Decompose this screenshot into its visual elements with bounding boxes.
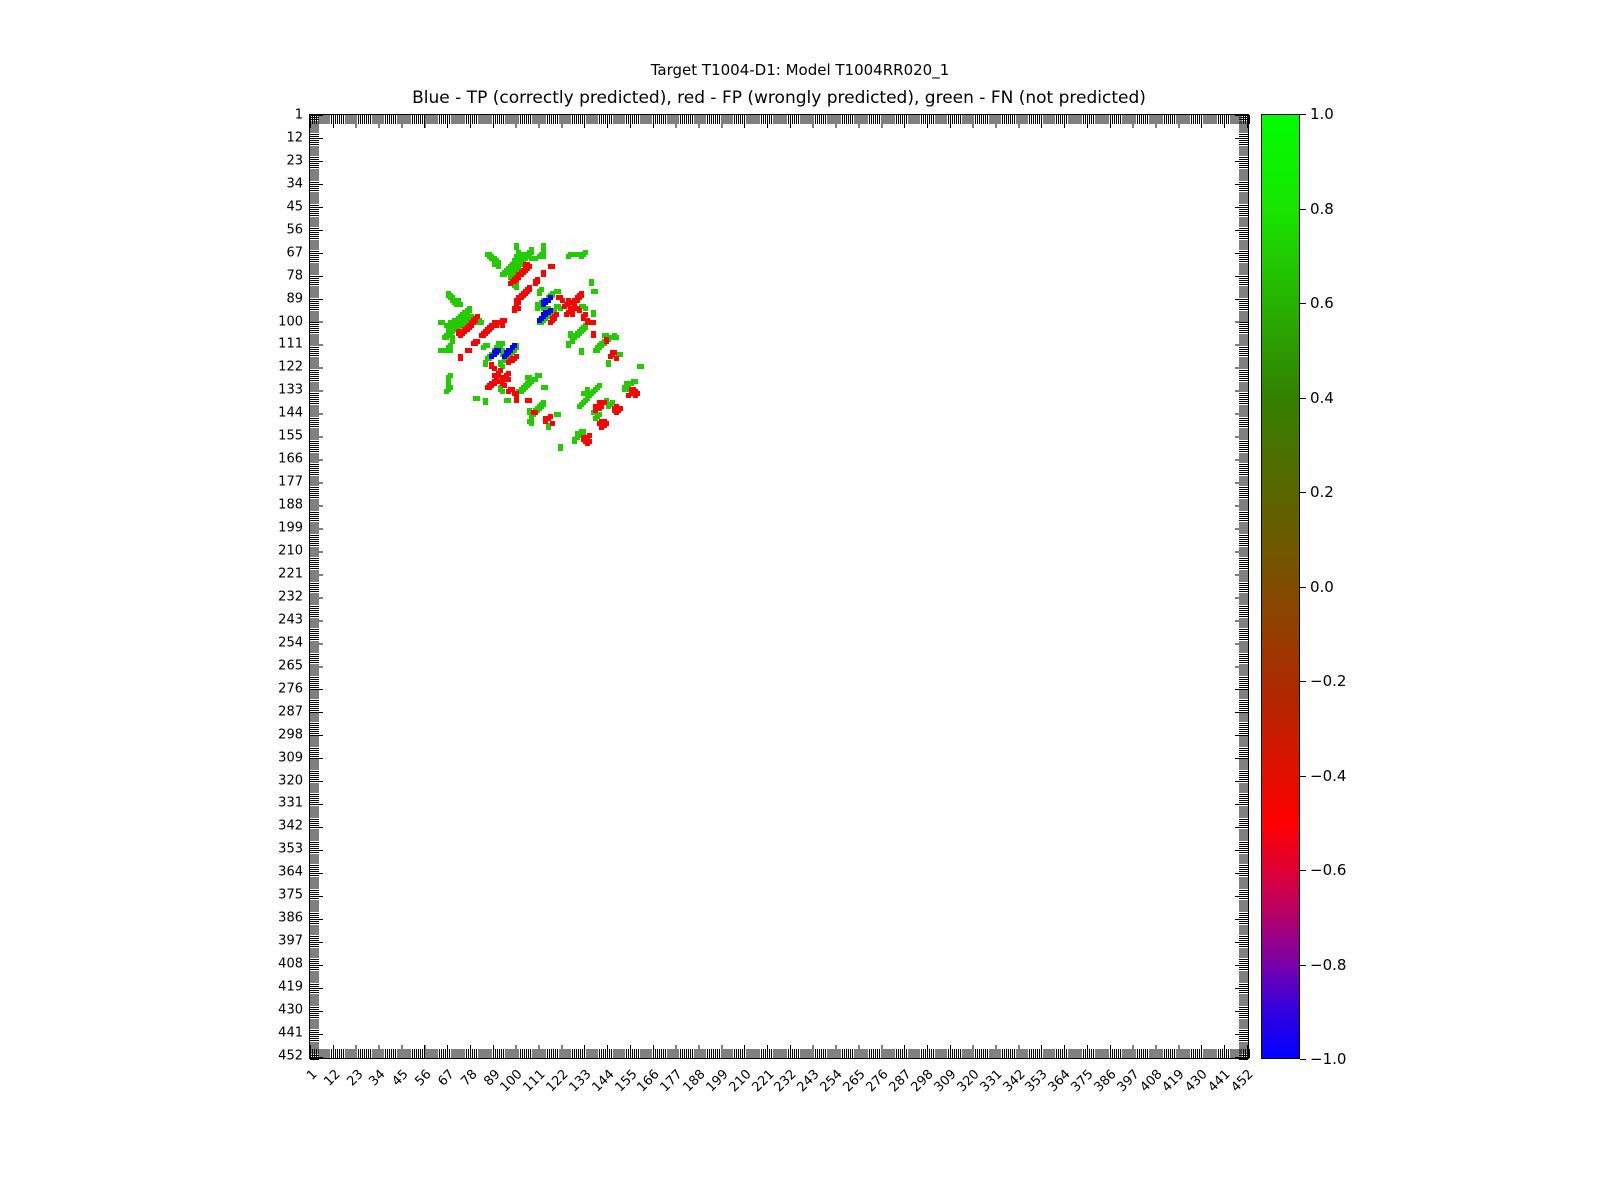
colorbar-tick-mark [1300, 586, 1306, 588]
y-tick-label: 78 [286, 268, 303, 284]
colorbar-tick-label: 0.6 [1310, 294, 1334, 312]
y-tick-label: 144 [278, 405, 303, 421]
y-tick-label: 243 [278, 612, 303, 628]
y-tick-label: 23 [286, 153, 303, 169]
y-tick-label: 386 [278, 910, 303, 926]
colorbar-tick-mark [1300, 303, 1306, 304]
colorbar-tick-label: 0.8 [1310, 199, 1334, 218]
y-tick-label: 122 [278, 359, 303, 375]
y-tick-label: 34 [286, 176, 303, 192]
y-tick-label: 419 [278, 979, 303, 995]
colorbar-tick-label: −0.2 [1310, 672, 1347, 690]
y-tick-label: 342 [278, 818, 303, 834]
colorbar-tick-mark [1300, 775, 1306, 777]
y-tick-label: 320 [278, 773, 303, 789]
y-tick-label: 441 [278, 1025, 303, 1041]
colorbar-tick-mark [1300, 1059, 1306, 1060]
y-tick-label: 67 [286, 245, 303, 261]
colorbar-tick-labels: 1.0 0.8 0.6 0.4 0.2 0.0 −0.2 −0.4 −0.6 −0.8 −1.0 [1300, 105, 1370, 1068]
contact-map-canvas [311, 116, 1249, 1059]
y-tick-label: 397 [278, 933, 303, 949]
y-tick-label: 155 [278, 428, 303, 444]
y-tick-label: 364 [278, 864, 303, 880]
y-tick-label: 45 [286, 199, 303, 215]
y-tick-label: 1 [294, 107, 303, 123]
legend-description: Blue - TP (correctly predicted), red - F… [412, 88, 1146, 108]
y-tick-label: 199 [278, 520, 303, 536]
y-tick-label: 452 [278, 1048, 303, 1064]
y-tick-label: 265 [278, 658, 303, 674]
y-tick-label: 89 [286, 291, 303, 307]
colorbar-tick-mark [1300, 681, 1306, 682]
y-tick-label: 309 [278, 750, 303, 766]
colorbar-tick-mark [1300, 208, 1306, 210]
y-tick-label: 111 [278, 336, 303, 352]
colorbar-tick-label: 0.4 [1310, 388, 1334, 407]
colorbar [1261, 114, 1300, 1059]
colorbar-tick-label: −1.0 [1310, 1050, 1347, 1068]
colorbar-tick-label: 1.0 [1310, 105, 1334, 123]
colorbar-tick-mark [1300, 114, 1306, 115]
colorbar-tick-label: −0.4 [1310, 766, 1347, 785]
y-tick-label: 166 [278, 451, 303, 467]
y-tick-label: 177 [278, 474, 303, 490]
y-tick-label: 353 [278, 841, 303, 857]
y-tick-label: 287 [278, 704, 303, 720]
colorbar-tick-mark [1300, 964, 1306, 966]
y-tick-label: 56 [286, 222, 303, 238]
y-tick-label: 430 [278, 1002, 303, 1018]
y-tick-label: 298 [278, 727, 303, 743]
y-tick-label: 276 [278, 681, 303, 697]
colorbar-tick-label: −0.6 [1310, 861, 1347, 879]
colorbar-tick-label: 0.0 [1310, 577, 1334, 596]
y-tick-label: 331 [278, 795, 303, 811]
colorbar-tick-mark [1300, 492, 1306, 493]
y-tick-label: 375 [278, 887, 303, 903]
y-tick-label: 221 [278, 566, 303, 582]
y-tick-label: 254 [278, 635, 303, 651]
y-tick-label: 232 [278, 589, 303, 605]
y-tick-label: 188 [278, 497, 303, 513]
colorbar-tick-label: 0.2 [1310, 483, 1334, 501]
colorbar-tick-mark [1300, 397, 1306, 399]
colorbar-tick-label: −0.8 [1310, 955, 1347, 974]
y-tick-label: 210 [278, 543, 303, 559]
y-tick-label: 100 [278, 314, 303, 330]
y-tick-label: 12 [286, 130, 303, 146]
colorbar-tick-mark [1300, 870, 1306, 871]
y-tick-label: 408 [278, 956, 303, 972]
plot-area [309, 114, 1250, 1060]
y-tick-label: 133 [278, 382, 303, 398]
title-line-1: Target T1004-D1: Model T1004RR020_1 [650, 61, 950, 79]
